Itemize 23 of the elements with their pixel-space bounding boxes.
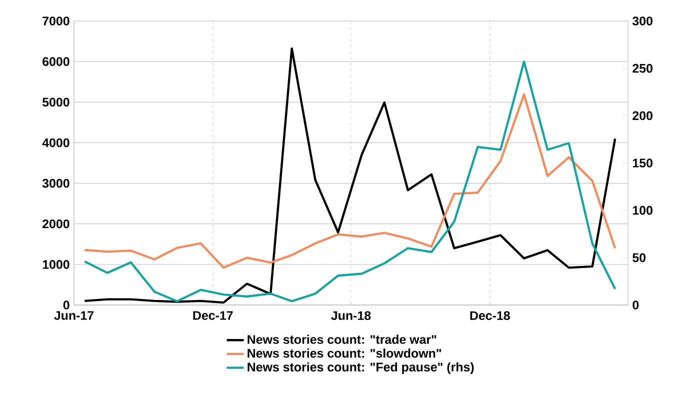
y-tick-label: 1000 — [42, 260, 70, 269]
y-tick-label: 0 — [63, 300, 70, 310]
legend-label: News stories count: "trade war" — [248, 334, 436, 344]
y2-tick-label: 150 — [632, 158, 652, 168]
line-series — [84, 93, 616, 269]
x-tick-label: Dec-17 — [193, 311, 233, 320]
y2-tick-label: 200 — [632, 111, 652, 120]
legend-label: News stories count: "slowdown" — [248, 348, 441, 358]
y-tick-label: 6000 — [42, 57, 70, 66]
x-tick-label: Dec-18 — [470, 311, 510, 320]
y2-tick-label: 300 — [632, 16, 652, 26]
legend-label: News stories count: "Fed pause" (rhs) — [248, 362, 474, 374]
y-tick-label: 5000 — [42, 98, 70, 107]
y-tick-label: 7000 — [42, 16, 70, 26]
y2-tick-label: 250 — [632, 64, 652, 73]
x-tick-label: Jun-17 — [54, 311, 94, 320]
y-tick-label: 2000 — [42, 219, 70, 228]
y2-tick-label: 100 — [632, 206, 652, 215]
x-tick-label: Jun-18 — [331, 311, 371, 320]
y-tick-label: 3000 — [42, 178, 70, 188]
y2-tick-label: 50 — [632, 253, 646, 262]
y2-tick-label: 0 — [632, 300, 639, 310]
y-tick-label: 4000 — [42, 138, 70, 148]
